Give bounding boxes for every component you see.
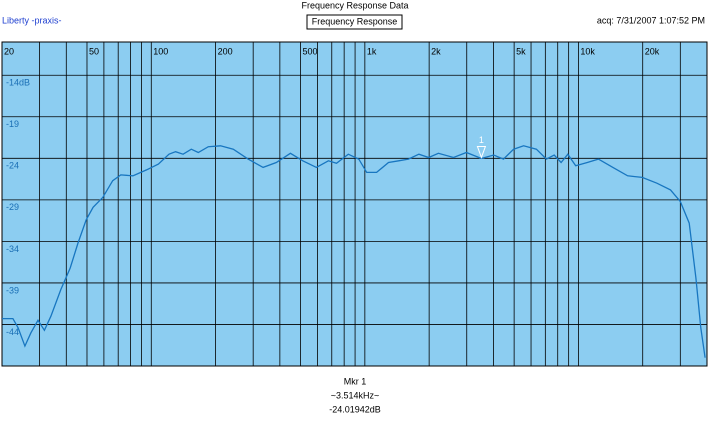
marker-name: Mkr 1: [344, 376, 367, 386]
x-tick-label: 5k: [516, 46, 526, 56]
x-tick-label: 500: [303, 46, 318, 56]
title: Frequency Response Data: [301, 0, 408, 10]
x-tick-label: 20: [4, 46, 14, 56]
trace: [2, 145, 706, 358]
marker-label: 1: [479, 135, 484, 145]
y-tick-label: -29: [6, 202, 19, 212]
x-tick-label: 50: [89, 46, 99, 56]
x-tick-label: 100: [153, 46, 168, 56]
plot-area: [1, 41, 708, 367]
x-tick-label: 2k: [431, 46, 441, 56]
marker-level: -24.01942dB: [329, 404, 381, 414]
marker: [476, 145, 487, 159]
x-tick-label: 1k: [367, 46, 377, 56]
y-tick-label: -19: [6, 119, 19, 129]
x-tick-label: 200: [218, 46, 233, 56]
marker-freq: ~3.514kHz~: [331, 390, 380, 400]
boxed-title: Frequency Response: [312, 16, 398, 26]
left-label: Liberty -praxis-: [2, 15, 62, 25]
acq-label: acq: 7/31/2007 1:07:52 PM: [597, 15, 705, 25]
y-tick-label: -24: [6, 161, 19, 171]
x-tick-label: 10k: [580, 46, 595, 56]
y-tick-label: -34: [6, 244, 19, 254]
y-tick-label: -44: [6, 327, 19, 337]
y-tick-label: -39: [6, 285, 19, 295]
y-tick-label: -14dB: [6, 78, 30, 88]
title-box: [306, 14, 403, 30]
x-tick-label: 20k: [645, 46, 660, 56]
